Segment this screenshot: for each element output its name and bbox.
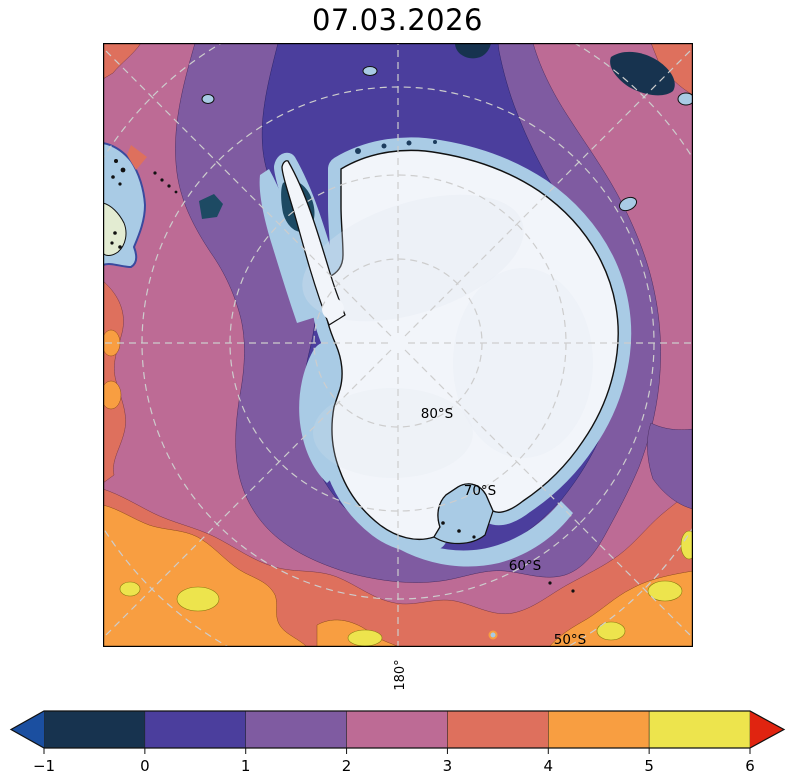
ice-sheet-shading bbox=[302, 194, 593, 478]
colorbar-band-0 bbox=[43, 710, 146, 749]
label-60s: 60°S bbox=[509, 558, 542, 574]
colorbar-ticks bbox=[43, 748, 751, 754]
svg-text:6: 6 bbox=[745, 757, 755, 775]
colorbar-under-arrow bbox=[11, 711, 44, 748]
sst-band-5-6 bbox=[119, 530, 693, 647]
colorbar-band-5 bbox=[548, 710, 650, 749]
svg-text:0: 0 bbox=[140, 757, 150, 775]
colorbar-band-3 bbox=[346, 710, 448, 749]
colorbar-over-arrow bbox=[750, 711, 784, 748]
svg-text:5: 5 bbox=[644, 757, 654, 775]
gridline-labels: 80°S 70°S 60°S 50°S bbox=[421, 406, 587, 647]
colorbar-band-1 bbox=[144, 710, 246, 749]
ross-ice-bay bbox=[433, 483, 494, 545]
svg-text:3: 3 bbox=[443, 757, 453, 775]
colorbar-band-6 bbox=[648, 710, 751, 749]
islands bbox=[153, 66, 693, 640]
peninsula-junction bbox=[322, 298, 344, 320]
colorbar-tick-labels: −1 0 1 2 3 4 5 6 bbox=[33, 757, 755, 775]
label-80s: 80°S bbox=[421, 406, 454, 422]
map-border bbox=[103, 43, 693, 647]
colorbar-bands bbox=[43, 710, 751, 749]
colorbar-band-2 bbox=[245, 710, 347, 749]
sst-band-neg1-0 bbox=[455, 43, 675, 96]
label-180-meridian: 180° bbox=[392, 659, 408, 691]
label-70s: 70°S bbox=[464, 483, 497, 499]
svg-text:−1: −1 bbox=[33, 757, 55, 775]
svg-text:1: 1 bbox=[241, 757, 251, 775]
svg-text:2: 2 bbox=[342, 757, 352, 775]
label-50s: 50°S bbox=[554, 632, 587, 647]
antarctica-sst-map: 80°S 70°S 60°S 50°S bbox=[103, 43, 693, 647]
antarctic-peninsula bbox=[281, 160, 346, 326]
colorbar: −1 0 1 2 3 4 5 6 bbox=[9, 710, 786, 775]
south-america bbox=[103, 141, 147, 269]
sst-band-4-5 bbox=[103, 329, 693, 647]
graticule bbox=[103, 43, 693, 647]
plot-title: 07.03.2026 bbox=[311, 3, 484, 37]
svg-text:4: 4 bbox=[544, 757, 554, 775]
colorbar-band-4 bbox=[447, 710, 549, 749]
